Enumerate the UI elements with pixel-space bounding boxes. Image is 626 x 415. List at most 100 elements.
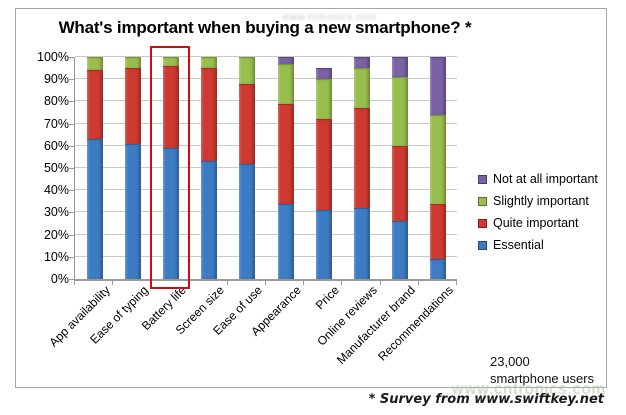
bar-online-reviews (353, 57, 370, 279)
bar-appearance (277, 57, 294, 279)
y-tick (68, 145, 74, 147)
y-tick (68, 234, 74, 236)
bar-ease-of-use (239, 57, 256, 279)
y-tick (68, 123, 74, 125)
watermark-bottom: www.cntronics.com (452, 381, 606, 398)
gridline-10 (75, 255, 457, 257)
legend-swatch-icon (478, 219, 487, 228)
chart-title: What's important when buying a new smart… (58, 18, 472, 37)
bar-price (315, 68, 332, 279)
y-tick (68, 256, 74, 258)
y-tick (68, 212, 74, 214)
sample-size-line2: smartphone users (490, 371, 595, 386)
gridline-40 (75, 189, 457, 191)
sample-size-note: 23,000 smartphone users (490, 353, 594, 387)
y-tick (68, 57, 74, 58)
gridline-70 (75, 122, 457, 124)
legend-item-not-at-all-important: Not at all important (478, 173, 598, 186)
legend-swatch-icon (478, 175, 487, 184)
bar-segment-essential (392, 221, 409, 279)
bar-segment-not-at-all-important (392, 57, 409, 77)
y-label-60-: 60% (43, 138, 69, 153)
y-label-50-: 50% (43, 161, 69, 175)
chart-frame: What's important when buying a new smart… (15, 8, 607, 388)
bar-segment-slightly-important (353, 68, 370, 109)
legend-swatch-icon (478, 197, 487, 206)
gridline-100 (75, 56, 457, 57)
highlight-rectangle (150, 46, 190, 289)
bar-segment-slightly-important (315, 79, 332, 120)
legend-item-essential: Essential (478, 239, 598, 252)
y-label-0-: 0% (50, 272, 69, 286)
bar-segment-quite-important (277, 103, 294, 204)
bar-segment-essential (162, 148, 179, 279)
bar-segment-quite-important (430, 203, 447, 260)
bar-segment-quite-important (353, 108, 370, 208)
bar-segment-slightly-important (201, 57, 218, 69)
legend-label: Essential (493, 238, 544, 252)
bar-segment-essential (315, 210, 332, 279)
bar-segment-not-at-all-important (277, 57, 294, 64)
bar-segment-essential (239, 163, 256, 279)
legend-label: Not at all important (493, 172, 598, 186)
bar-segment-slightly-important (239, 57, 256, 84)
x-tick (112, 281, 114, 285)
y-tick (68, 279, 74, 280)
bar-segment-quite-important (162, 65, 179, 149)
bar-segment-slightly-important (392, 77, 409, 146)
gridline-20 (75, 233, 457, 235)
x-tick (265, 281, 266, 285)
bar-segment-slightly-important (430, 114, 447, 204)
y-tick (68, 168, 74, 169)
x-tick (226, 281, 228, 285)
bar-app-availability (86, 57, 103, 279)
plot-area (74, 56, 457, 281)
bar-ease-of-typing (124, 57, 141, 279)
sample-size-line1: 23,000 (490, 354, 530, 369)
gridline-80 (75, 100, 457, 102)
bar-battery-life (162, 57, 179, 279)
legend-item-slightly-important: Slightly important (478, 195, 598, 208)
watermark-smudge: www.cntronics.com (282, 12, 377, 23)
y-label-80-: 80% (43, 94, 69, 109)
bar-segment-quite-important (86, 70, 103, 140)
gridline-30 (75, 211, 457, 213)
bar-segment-quite-important (315, 119, 332, 211)
bar-segment-essential (124, 143, 141, 279)
source-note: * Survey from www.swiftkey.net (368, 392, 604, 407)
x-tick (456, 281, 457, 285)
y-tick (68, 190, 74, 192)
y-label-70-: 70% (43, 116, 69, 131)
y-label-100-: 100% (37, 50, 69, 64)
bar-segment-quite-important (124, 68, 141, 144)
bar-screen-size (201, 57, 218, 279)
bar-segment-slightly-important (124, 57, 141, 69)
bar-segment-not-at-all-important (353, 57, 370, 69)
bar-segment-slightly-important (162, 57, 179, 66)
y-label-90-: 90% (43, 72, 69, 87)
legend-label: Slightly important (493, 194, 589, 208)
y-tick (68, 101, 74, 103)
bar-recommendations (430, 57, 447, 279)
legend-item-quite-important: Quite important (478, 217, 598, 230)
bar-segment-essential (353, 207, 370, 279)
bar-segment-essential (277, 203, 294, 279)
y-label-10-: 10% (43, 249, 69, 264)
x-tick (417, 281, 419, 285)
x-tick (74, 281, 75, 285)
x-tick (341, 281, 343, 285)
bar-segment-not-at-all-important (430, 57, 447, 115)
bar-segment-essential (430, 259, 447, 279)
bar-segment-slightly-important (86, 57, 103, 71)
bar-segment-not-at-all-important (315, 68, 332, 80)
bar-segment-slightly-important (277, 63, 294, 104)
gridline-90 (75, 78, 457, 80)
legend-label: Quite important (493, 216, 579, 230)
x-tick (379, 281, 381, 285)
bar-segment-quite-important (392, 145, 409, 222)
y-label-30-: 30% (43, 205, 69, 220)
bar-segment-quite-important (201, 68, 218, 162)
legend: Not at all important Slightly important Qu… (478, 173, 598, 261)
bar-segment-essential (201, 161, 218, 279)
